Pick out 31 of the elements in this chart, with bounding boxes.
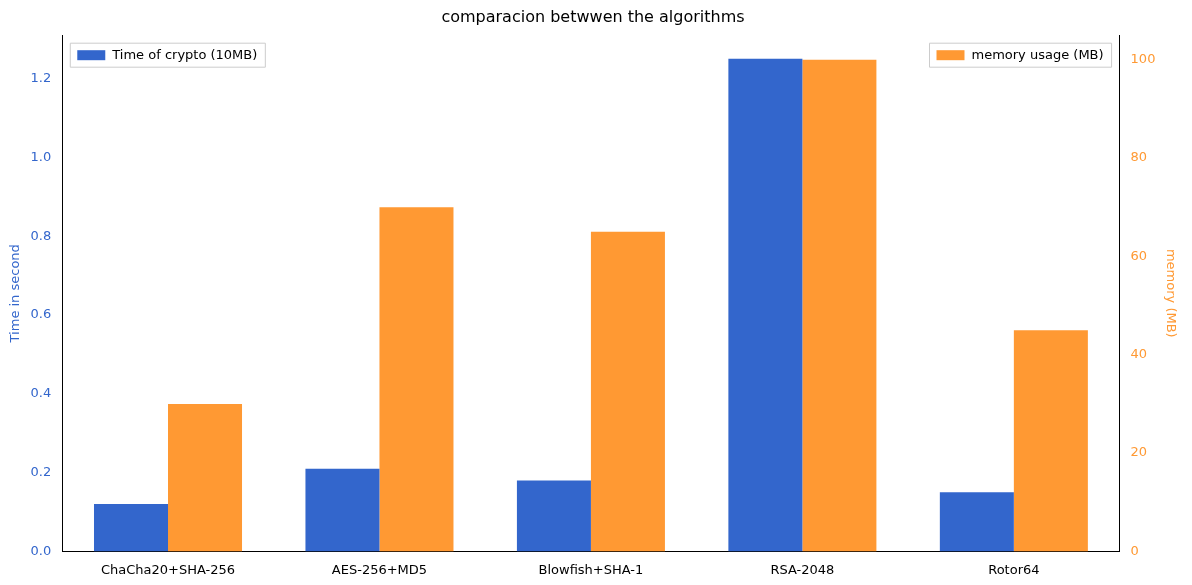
x-tick-label: Blowfish+SHA-1 [538, 561, 644, 577]
legend-label: Time of crypto (10MB) [111, 46, 258, 62]
y-tick-label: 0.2 [30, 463, 52, 479]
y2-tick-label: 60 [1130, 247, 1148, 263]
bar [168, 403, 243, 552]
y2-tick-label: 80 [1130, 149, 1148, 165]
y-tick-label: 0.8 [30, 227, 52, 243]
y2-axis-title: memory (MB) [1163, 248, 1179, 338]
y-tick-label: 1.2 [30, 69, 52, 85]
x-tick-label: AES-256+MD5 [331, 561, 428, 577]
legend-label: memory usage (MB) [971, 46, 1104, 62]
y-tick-label: 0.6 [30, 306, 52, 322]
bar [516, 480, 591, 552]
y-tick-label: 0.0 [30, 542, 52, 558]
y-tick-label: 0.4 [30, 385, 52, 401]
y2-tick-label: 40 [1130, 346, 1148, 362]
bar [939, 492, 1014, 552]
y-tick-label: 1.0 [30, 148, 52, 164]
y2-tick-label: 20 [1130, 444, 1148, 460]
chart-title: comparacion betwwen the algorithms [441, 6, 745, 26]
x-tick-label: ChaCha20+SHA-256 [100, 561, 236, 577]
x-tick-label: RSA-2048 [770, 561, 835, 577]
x-tick-label: Rotor64 [988, 561, 1040, 577]
bar [305, 468, 380, 552]
y2-tick-label: 0 [1130, 542, 1139, 558]
bar [93, 504, 169, 552]
bar [379, 207, 454, 552]
bar [590, 231, 665, 552]
y2-tick-label: 100 [1130, 51, 1156, 67]
y-axis-title: Time in second [7, 244, 23, 344]
bar [1013, 330, 1088, 552]
